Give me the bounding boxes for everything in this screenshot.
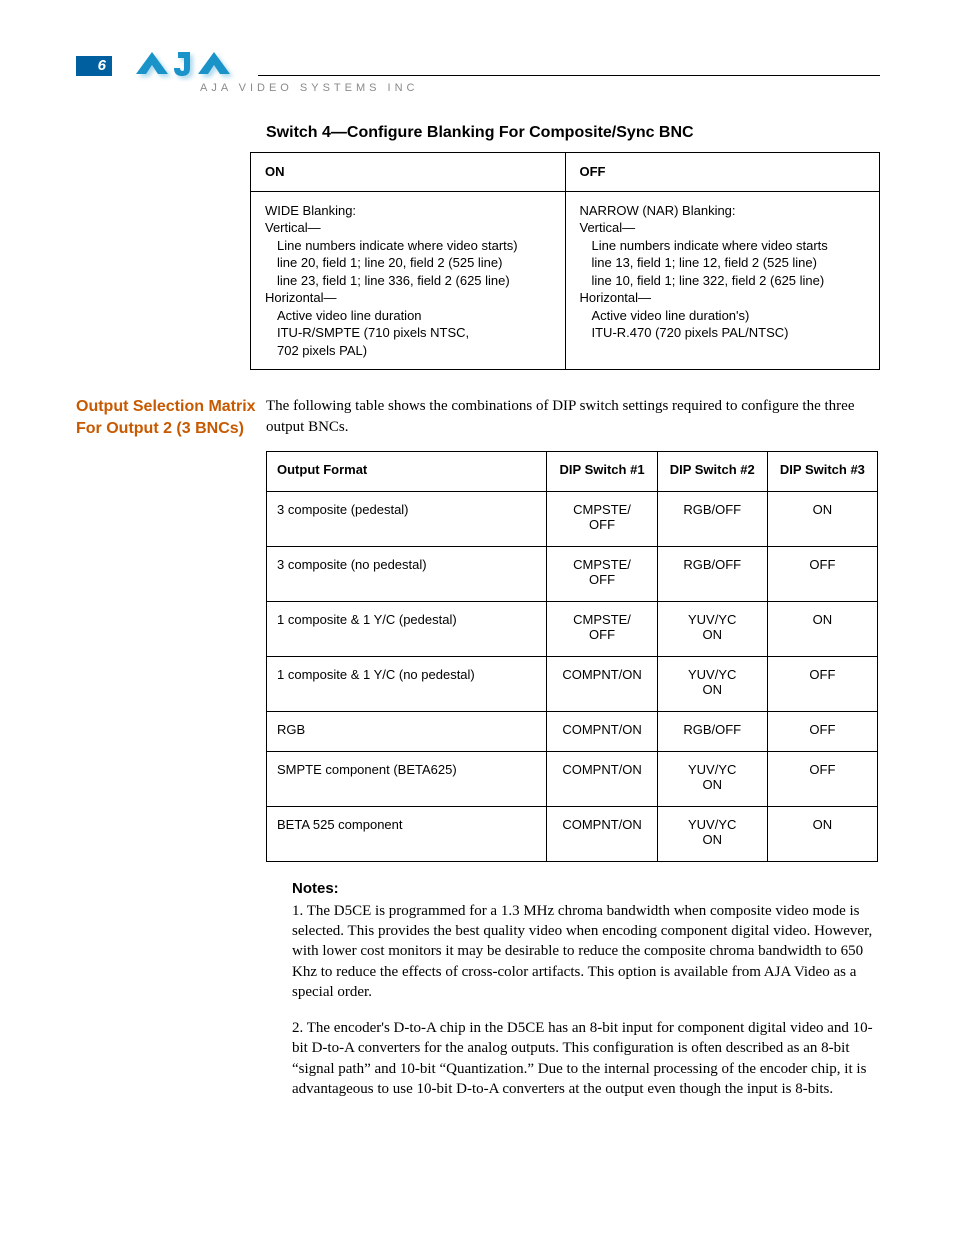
dip1-cell: COMPNT/ON: [547, 806, 657, 861]
table-row: RGBCOMPNT/ONRGB/OFFOFF: [267, 711, 878, 751]
output-format-cell: 1 composite & 1 Y/C (no pedestal): [267, 656, 547, 711]
t1-on-l5: line 23, field 1; line 336, field 2 (625…: [265, 272, 551, 290]
section2-main: The following table shows the combinatio…: [266, 396, 880, 862]
output-format-cell: RGB: [267, 711, 547, 751]
header-rule: [258, 75, 880, 76]
dip3-cell: OFF: [767, 656, 877, 711]
note-2: 2. The encoder's D-to-A chip in the D5CE…: [292, 1018, 880, 1099]
notes-section: Notes: 1. The D5CE is programmed for a 1…: [292, 880, 880, 1099]
dip2-cell: RGB/OFF: [657, 491, 767, 546]
dip1-cell: COMPNT/ON: [547, 751, 657, 806]
t2-h1: DIP Switch #1: [547, 451, 657, 491]
dip2-cell: YUV/YCON: [657, 601, 767, 656]
page-header: 6: [76, 56, 112, 76]
dip3-cell: OFF: [767, 711, 877, 751]
t1-on-l6: Horizontal—: [265, 290, 337, 305]
t1-on-l8: ITU-R/SMPTE (710 pixels NTSC,: [265, 324, 551, 342]
table1-cell-on: WIDE Blanking: Vertical— Line numbers in…: [251, 191, 566, 370]
t2-h0: Output Format: [267, 451, 547, 491]
t2-h2: DIP Switch #2: [657, 451, 767, 491]
table-row: 1 composite & 1 Y/C (no pedestal)COMPNT/…: [267, 656, 878, 711]
output-format-cell: SMPTE component (BETA625): [267, 751, 547, 806]
t1-on-l1: WIDE Blanking:: [265, 203, 356, 218]
output-matrix-table: Output Format DIP Switch #1 DIP Switch #…: [266, 451, 878, 862]
output-format-cell: BETA 525 component: [267, 806, 547, 861]
t1-off-l7: Active video line duration's): [580, 307, 866, 325]
t1-on-l9: 702 pixels PAL): [265, 342, 551, 360]
table-row: BETA 525 componentCOMPNT/ONYUV/YCONON: [267, 806, 878, 861]
t1-off-l2: Vertical—: [580, 220, 636, 235]
page-content: Switch 4—Configure Blanking For Composit…: [76, 124, 880, 1115]
table1-header-on: ON: [251, 153, 566, 192]
table2-header-row: Output Format DIP Switch #1 DIP Switch #…: [267, 451, 878, 491]
table1-cell-off: NARROW (NAR) Blanking: Vertical— Line nu…: [565, 191, 880, 370]
dip2-cell: YUV/YCON: [657, 656, 767, 711]
output-format-cell: 3 composite (no pedestal): [267, 546, 547, 601]
table-row: 1 composite & 1 Y/C (pedestal)CMPSTE/OFF…: [267, 601, 878, 656]
section2: Output Selection Matrix For Output 2 (3 …: [76, 396, 880, 862]
t1-off-l1: NARROW (NAR) Blanking:: [580, 203, 736, 218]
dip1-cell: CMPSTE/OFF: [547, 546, 657, 601]
t1-off-l6: Horizontal—: [580, 290, 652, 305]
dip3-cell: OFF: [767, 751, 877, 806]
dip3-cell: ON: [767, 491, 877, 546]
dip1-cell: CMPSTE/OFF: [547, 491, 657, 546]
dip1-cell: CMPSTE/OFF: [547, 601, 657, 656]
dip3-cell: ON: [767, 806, 877, 861]
page-number: 6: [76, 56, 112, 76]
company-logo: AJA VIDEO SYSTEMS INC: [130, 50, 418, 94]
t2-h3: DIP Switch #3: [767, 451, 877, 491]
t1-on-l7: Active video line duration: [265, 307, 551, 325]
t1-on-l4: line 20, field 1; line 20, field 2 (525 …: [265, 254, 551, 272]
dip1-cell: COMPNT/ON: [547, 656, 657, 711]
t1-off-l3: Line numbers indicate where video starts: [580, 237, 866, 255]
t1-on-l2: Vertical—: [265, 220, 321, 235]
t1-on-l3: Line numbers indicate where video starts…: [265, 237, 551, 255]
table-row: 3 composite (no pedestal)CMPSTE/OFFRGB/O…: [267, 546, 878, 601]
dip2-cell: YUV/YCON: [657, 751, 767, 806]
notes-title: Notes:: [292, 880, 880, 897]
note-1: 1. The D5CE is programmed for a 1.3 MHz …: [292, 901, 880, 1002]
section2-side-heading: Output Selection Matrix For Output 2 (3 …: [76, 396, 266, 439]
output-format-cell: 3 composite (pedestal): [267, 491, 547, 546]
dip3-cell: ON: [767, 601, 877, 656]
table1-header-off: OFF: [565, 153, 880, 192]
section2-intro: The following table shows the combinatio…: [266, 396, 880, 437]
logo-tagline: AJA VIDEO SYSTEMS INC: [200, 82, 418, 94]
t1-off-l5: line 10, field 1; line 322, field 2 (625…: [580, 272, 866, 290]
dip2-cell: RGB/OFF: [657, 711, 767, 751]
dip2-cell: RGB/OFF: [657, 546, 767, 601]
t1-off-l4: line 13, field 1; line 12, field 2 (525 …: [580, 254, 866, 272]
table-row: SMPTE component (BETA625)COMPNT/ONYUV/YC…: [267, 751, 878, 806]
blanking-table: ON OFF WIDE Blanking: Vertical— Line num…: [250, 152, 880, 370]
aja-logo-icon: [130, 50, 260, 84]
dip2-cell: YUV/YCON: [657, 806, 767, 861]
output-format-cell: 1 composite & 1 Y/C (pedestal): [267, 601, 547, 656]
dip1-cell: COMPNT/ON: [547, 711, 657, 751]
section1-title: Switch 4—Configure Blanking For Composit…: [266, 124, 880, 142]
table-row: 3 composite (pedestal)CMPSTE/OFFRGB/OFFO…: [267, 491, 878, 546]
dip3-cell: OFF: [767, 546, 877, 601]
t1-off-l8: ITU-R.470 (720 pixels PAL/NTSC): [580, 324, 866, 342]
